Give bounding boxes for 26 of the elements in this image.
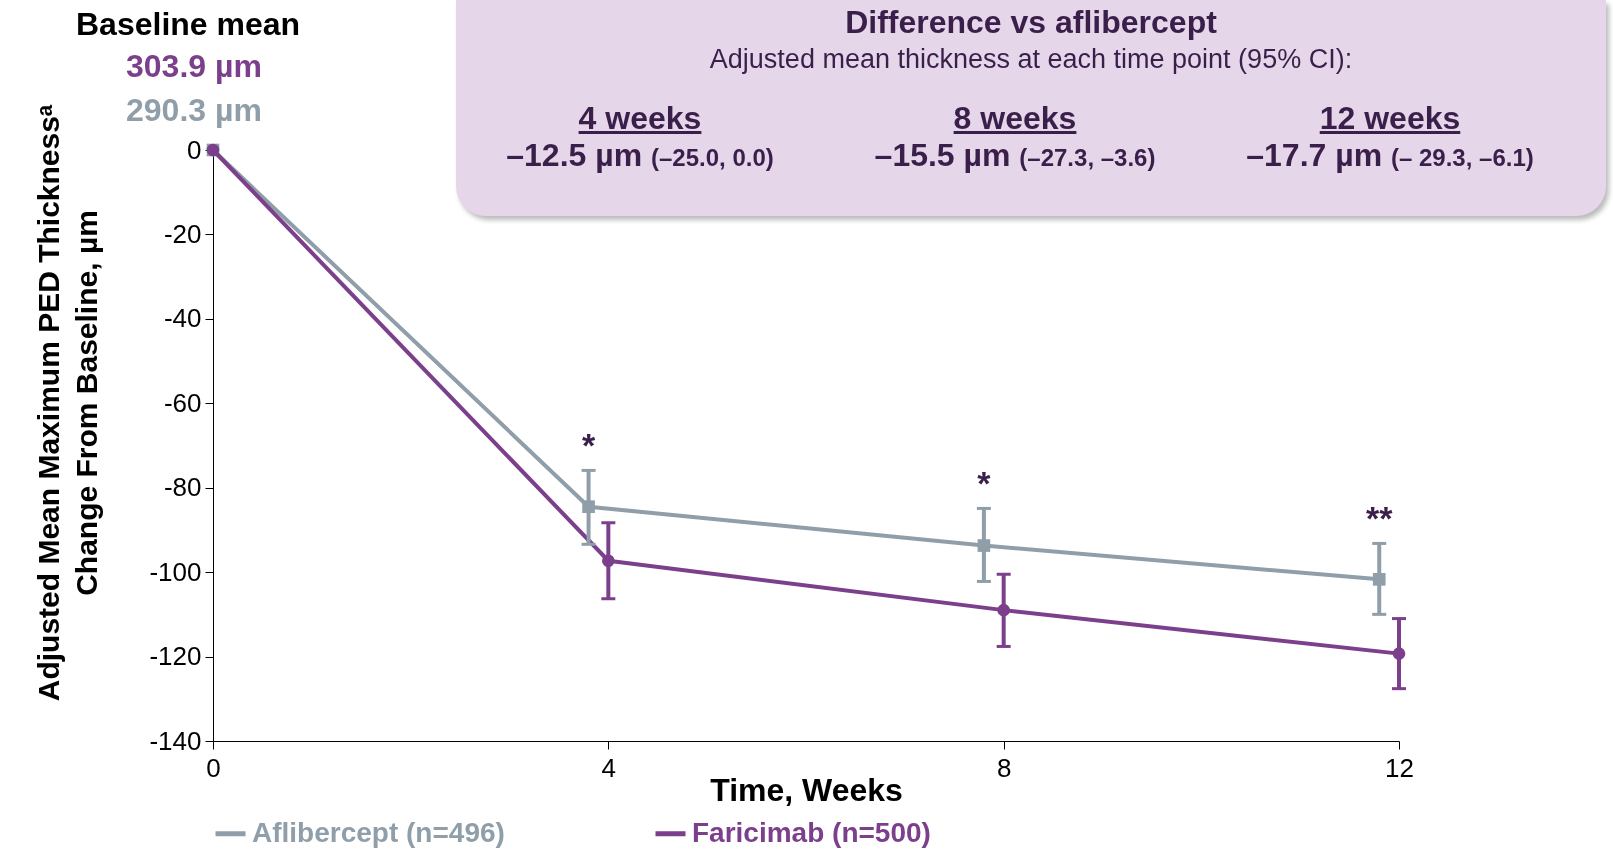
annotation: –15.5 µm (–27.3, –3.6) xyxy=(874,137,1156,173)
annotation: ** xyxy=(1366,499,1394,538)
y-tick-label: -20 xyxy=(163,218,202,249)
y-tick-label: -60 xyxy=(163,387,202,418)
legend-label: Faricimab (n=500) xyxy=(692,816,931,848)
x-tick-label: 8 xyxy=(996,752,1012,783)
annotation: * xyxy=(581,426,596,465)
x-tick-label: 4 xyxy=(601,752,617,783)
x-axis-title: Time, Weeks xyxy=(710,771,903,808)
y-tick-label: -100 xyxy=(149,556,202,587)
callout-box: Difference vs aflibercept Adjusted mean thickness at each time point (95% CI): 4 weeks –12.5 µm (–25.0, 0.0) 8 weeks –15.5 µm (–27.3, –3.6) 12 weeks –17.7 µm (– 29.3, –6.1) xyxy=(456,0,1606,216)
y-tick-label: -140 xyxy=(149,725,202,756)
annotation: –12.5 µm (–25.0, 0.0) xyxy=(506,137,774,173)
text: 303.9 µm xyxy=(126,48,262,85)
text: Baseline mean xyxy=(76,6,301,43)
annotation: * xyxy=(977,464,992,503)
y-tick-label: -120 xyxy=(149,641,202,672)
y-axis-title: Adjusted Mean Maximum PED Thicknessᵃ Change From Baseline, µm xyxy=(31,103,104,704)
x-tick-label: 0 xyxy=(206,752,221,783)
y-tick-label: -80 xyxy=(163,472,202,503)
y-tick-label: 0 xyxy=(187,134,202,165)
y-tick-label: -40 xyxy=(163,303,202,334)
text: 290.3 µm xyxy=(126,92,262,129)
annotation: –17.7 µm (– 29.3, –6.1) xyxy=(1246,137,1534,173)
legend-label: Aflibercept (n=496) xyxy=(252,816,505,848)
x-tick-label: 12 xyxy=(1385,752,1414,783)
